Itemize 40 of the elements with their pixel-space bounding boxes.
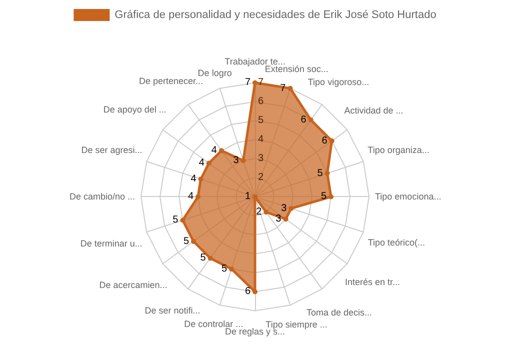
- data-label: 4: [190, 174, 197, 185]
- y-tick-label: 5: [258, 115, 264, 126]
- data-label: 4: [211, 145, 218, 156]
- spoke-label: Tipo teórico(...: [368, 238, 426, 248]
- legend-label: Gráfica de personalidad y necesidades de Erik José Soto Hurtado: [114, 9, 436, 21]
- spoke-label: De ser notifi...: [144, 305, 200, 316]
- spoke-label: De controlar ...: [184, 319, 244, 330]
- data-label: 3: [281, 202, 288, 214]
- data-label: 5: [320, 191, 327, 202]
- data-label: 5: [172, 214, 179, 226]
- y-tick-label: 6: [258, 96, 264, 108]
- data-label: 7: [244, 77, 251, 88]
- spoke-label: Tipo emociona...: [375, 192, 442, 202]
- spoke-label: Tipo vigoroso...: [308, 76, 370, 87]
- spoke-label: De terminar u...: [80, 238, 142, 248]
- spoke-label: De ser agresi...: [81, 145, 142, 156]
- y-tick-label: 3: [258, 153, 264, 164]
- spoke-label: De acercamien...: [99, 280, 168, 290]
- spoke-label: De cambio/no ...: [69, 192, 135, 202]
- spoke-label: De logro: [198, 68, 232, 78]
- spoke-label: Toma de decis...: [306, 308, 372, 318]
- data-label: 4: [198, 158, 205, 169]
- data-label: 6: [244, 286, 251, 298]
- spoke-label: Interés en tr...: [344, 277, 400, 288]
- spoke-label: Actividad de ...: [344, 105, 404, 116]
- spoke-label: De apoyo del ...: [103, 104, 166, 114]
- data-label: 5: [200, 252, 206, 264]
- y-tick-label: 2: [258, 172, 264, 184]
- spoke-label: De pertenecer...: [139, 76, 204, 86]
- spoke-label: Tipo organiza...: [368, 145, 430, 156]
- data-label: 5: [183, 236, 190, 247]
- data-label: 6: [322, 135, 328, 146]
- data-label: 6: [300, 114, 307, 126]
- data-label: 3: [233, 155, 240, 166]
- data-label: 5: [317, 168, 324, 179]
- data-label: 1: [244, 191, 251, 202]
- y-tick-label: 4: [258, 134, 264, 146]
- data-label: 4: [188, 191, 194, 202]
- data-label: 5: [221, 264, 228, 275]
- data-label: 7: [280, 82, 286, 94]
